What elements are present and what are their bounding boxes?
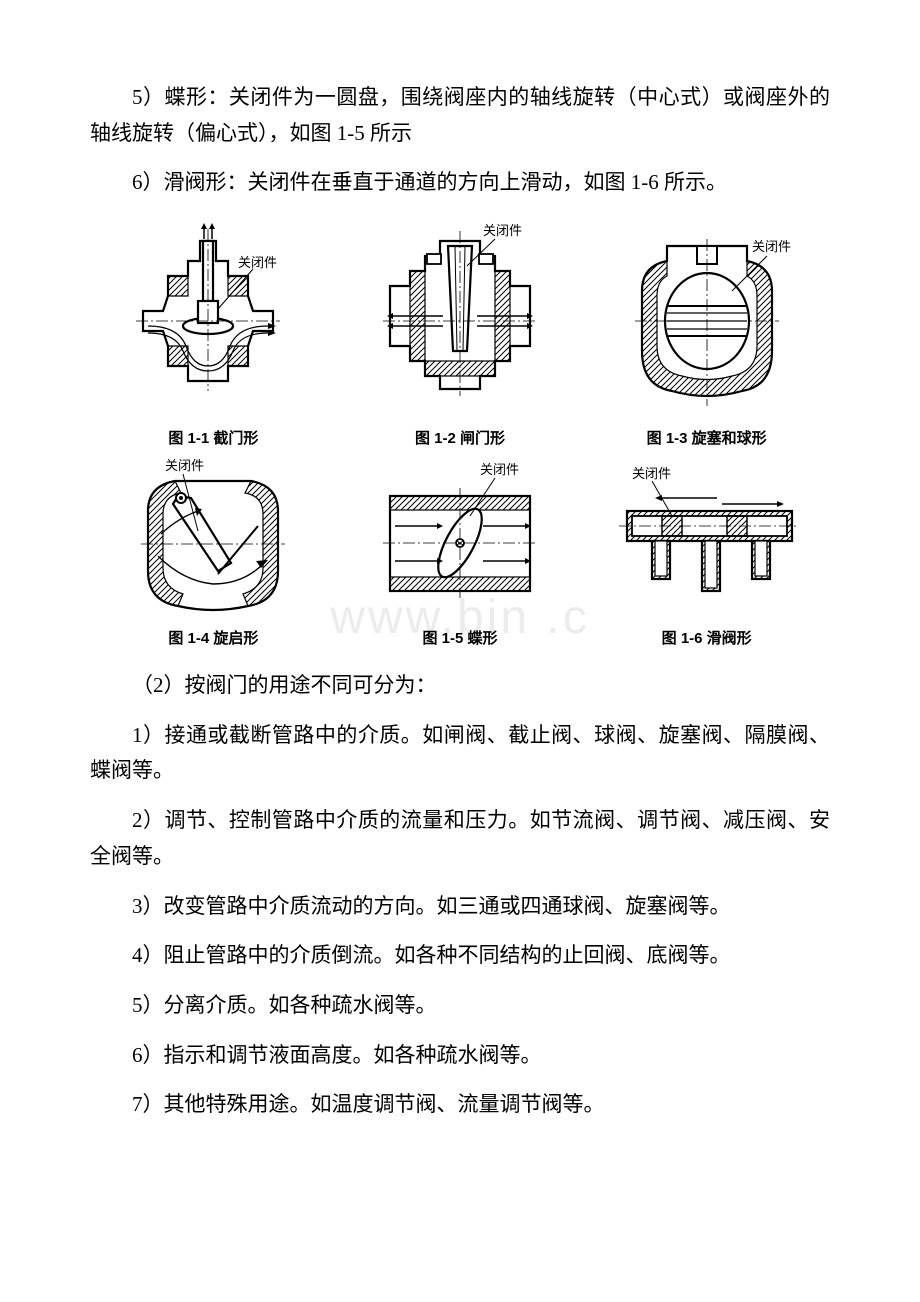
- document-content: 5）蝶形：关闭件为一圆盘，围绕阀座内的轴线旋转（中心式）或阀座外的轴线旋转（偏心…: [90, 80, 830, 1123]
- figure-svg-1-5: 关闭件: [365, 456, 555, 621]
- paragraph-classification-by-use: （2）按阀门的用途不同可分为：: [90, 668, 830, 704]
- paragraph-use-1: 1）接通或截断管路中的介质。如闸阀、截止阀、球阀、旋塞阀、隔膜阀、蝶阀等。: [90, 718, 830, 789]
- figure-item-1-6: 关闭件 图 1-6 滑阀形: [583, 456, 830, 648]
- annotation-1-2: 关闭件: [483, 223, 522, 238]
- paragraph-use-3: 3）改变管路中介质流动的方向。如三通或四通球阀、旋塞阀等。: [90, 889, 830, 925]
- paragraph-use-6: 6）指示和调节液面高度。如各种疏水阀等。: [90, 1038, 830, 1074]
- figure-row-1: 关闭件 图 1-1 截门形: [90, 221, 830, 448]
- figure-svg-1-6: 关闭件: [607, 456, 807, 621]
- figure-svg-1-1: 关闭件: [118, 221, 308, 421]
- annotation-1-5: 关闭件: [480, 462, 519, 477]
- annotation-1-6: 关闭件: [632, 466, 671, 481]
- paragraph-use-5: 5）分离介质。如各种疏水阀等。: [90, 988, 830, 1024]
- figure-svg-1-3: 关闭件: [617, 221, 797, 421]
- figure-caption-1-2: 图 1-2 闸门形: [415, 427, 505, 448]
- paragraph-use-7: 7）其他特殊用途。如温度调节阀、流量调节阀等。: [90, 1087, 830, 1123]
- paragraph-use-4: 4）阻止管路中的介质倒流。如各种不同结构的止回阀、底阀等。: [90, 938, 830, 974]
- paragraph-5-butterfly: 5）蝶形：关闭件为一圆盘，围绕阀座内的轴线旋转（中心式）或阀座外的轴线旋转（偏心…: [90, 80, 830, 151]
- figure-svg-1-2: 关闭件: [365, 221, 555, 421]
- annotation-1-1: 关闭件: [238, 255, 277, 270]
- figure-row-2: 关闭件 图 1-4 旋启形: [90, 456, 830, 648]
- annotation-1-4: 关闭件: [165, 458, 204, 473]
- figure-caption-1-4: 图 1-4 旋启形: [168, 627, 258, 648]
- figure-caption-1-5: 图 1-5 蝶形: [423, 627, 498, 648]
- figure-caption-1-1: 图 1-1 截门形: [168, 427, 258, 448]
- figure-item-1-5: 关闭件 图 1-5 蝶形: [337, 456, 584, 648]
- figure-item-1-1: 关闭件 图 1-1 截门形: [90, 221, 337, 448]
- figure-item-1-4: 关闭件 图 1-4 旋启形: [90, 456, 337, 648]
- figure-caption-1-6: 图 1-6 滑阀形: [662, 627, 752, 648]
- figure-item-1-2: 关闭件 图 1-2 闸门形: [337, 221, 584, 448]
- figure-svg-1-4: 关闭件: [123, 456, 303, 621]
- figure-item-1-3: 关闭件 图 1-3 旋塞和球形: [583, 221, 830, 448]
- annotation-1-3: 关闭件: [752, 239, 791, 254]
- paragraph-6-slide-valve: 6）滑阀形：关闭件在垂直于通道的方向上滑动，如图 1-6 所示。: [90, 165, 830, 201]
- paragraph-use-2: 2）调节、控制管路中介质的流量和压力。如节流阀、调节阀、减压阀、安全阀等。: [90, 803, 830, 874]
- figure-caption-1-3: 图 1-3 旋塞和球形: [647, 427, 767, 448]
- figure-block: 关闭件 图 1-1 截门形: [90, 221, 830, 648]
